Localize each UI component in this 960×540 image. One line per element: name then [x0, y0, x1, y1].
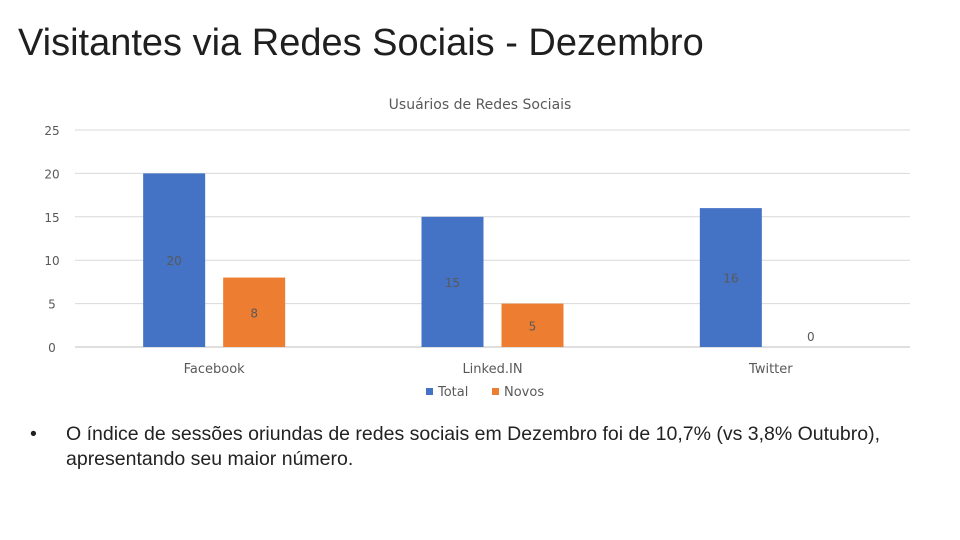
y-tick-label: 10 — [44, 254, 59, 268]
x-axis: Facebook Linked.IN Twitter — [184, 362, 794, 377]
data-label: 15 — [445, 276, 460, 290]
bar-total — [421, 216, 484, 347]
y-tick-label: 15 — [44, 211, 59, 225]
bars — [143, 173, 762, 347]
y-tick-label: 25 — [44, 124, 59, 138]
legend-swatch — [492, 388, 499, 395]
bar-total — [143, 173, 206, 347]
data-label: 20 — [167, 254, 182, 268]
legend-label: Total — [437, 385, 468, 400]
data-labels: 20 8 15 5 16 0 — [167, 254, 815, 344]
y-tick-label: 5 — [48, 298, 56, 312]
legend-swatch — [426, 388, 433, 395]
bar-novos — [223, 277, 286, 347]
x-tick-label: Linked.IN — [462, 362, 522, 377]
data-label: 5 — [529, 319, 537, 333]
y-tick-label: 20 — [44, 167, 59, 181]
bar-novos — [501, 303, 564, 347]
data-label: 0 — [807, 330, 815, 344]
legend: Total Novos — [426, 385, 544, 400]
x-tick-label: Twitter — [748, 362, 793, 377]
bullet-marker: • — [30, 423, 37, 445]
legend-label: Novos — [504, 385, 544, 400]
bar-total — [699, 208, 762, 347]
y-tick-label: 0 — [48, 341, 56, 355]
x-tick-label: Facebook — [184, 362, 246, 377]
chart-title: Usuários de Redes Sociais — [389, 97, 572, 113]
bar-chart: Usuários de Redes Sociais 0 5 10 15 20 25 20 8… — [44, 97, 910, 400]
bullet-point: • O índice de sessões oriundas de redes … — [30, 422, 930, 473]
data-label: 8 — [250, 306, 258, 320]
bullet-text: O índice de sessões oriundas de redes so… — [66, 423, 880, 471]
slide-title: Visitantes via Redes Sociais - Dezembro — [18, 22, 704, 64]
data-label: 16 — [723, 272, 738, 286]
y-axis: 0 5 10 15 20 25 — [44, 124, 59, 355]
gridlines — [75, 129, 910, 348]
